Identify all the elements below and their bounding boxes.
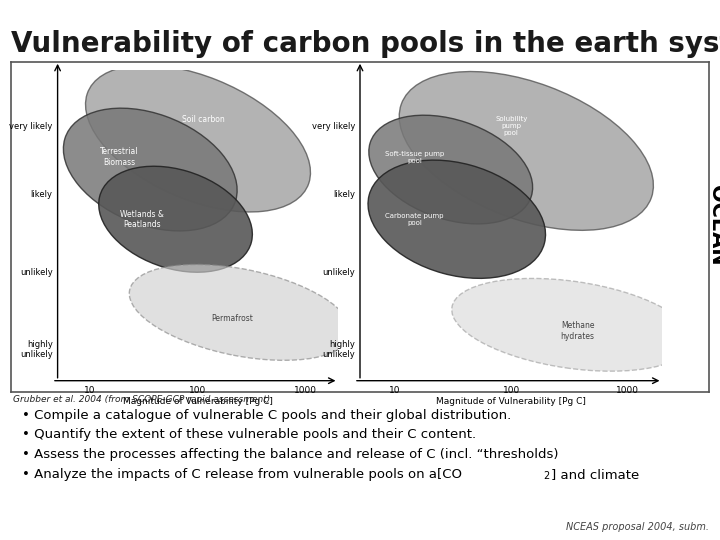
Ellipse shape xyxy=(399,71,654,231)
Ellipse shape xyxy=(130,265,351,360)
Text: Methane
hydrates: Methane hydrates xyxy=(561,321,595,341)
Ellipse shape xyxy=(86,65,310,212)
Text: 2: 2 xyxy=(544,471,550,481)
Text: LAND: LAND xyxy=(390,193,410,258)
X-axis label: Magnitude of Vulnerability [Pg C]: Magnitude of Vulnerability [Pg C] xyxy=(436,397,586,406)
Text: NCEAS proposal 2004, subm.: NCEAS proposal 2004, subm. xyxy=(566,522,709,532)
Text: • Analyze the impacts of C release from vulnerable pools on a[CO: • Analyze the impacts of C release from … xyxy=(22,468,462,481)
Text: Solubility
pump
pool: Solubility pump pool xyxy=(495,116,527,136)
Ellipse shape xyxy=(368,160,546,278)
Text: • Quantify the extent of these vulnerable pools and their C content.: • Quantify the extent of these vulnerabl… xyxy=(22,428,476,441)
Ellipse shape xyxy=(369,115,533,224)
Text: • Compile a catalogue of vulnerable C pools and their global distribution.: • Compile a catalogue of vulnerable C po… xyxy=(22,409,511,422)
Text: Wetlands &
Peatlands: Wetlands & Peatlands xyxy=(120,210,163,229)
Text: Permafrost: Permafrost xyxy=(211,314,253,323)
Text: Grubber et al. 2004 (from SCOPE-GCP rapid assessment): Grubber et al. 2004 (from SCOPE-GCP rapi… xyxy=(13,395,270,404)
X-axis label: Magnitude of Vulnerability [Pg C]: Magnitude of Vulnerability [Pg C] xyxy=(123,397,273,406)
Text: Vulnerability of carbon pools in the earth syst: Vulnerability of carbon pools in the ear… xyxy=(11,30,720,58)
Text: ] and climate: ] and climate xyxy=(551,468,639,481)
Text: • Assess the processes affecting the balance and release of C (incl. “thresholds: • Assess the processes affecting the bal… xyxy=(22,448,558,461)
Text: Soil carbon: Soil carbon xyxy=(182,116,225,124)
Ellipse shape xyxy=(63,108,237,231)
Text: Terrestrial
Biomass: Terrestrial Biomass xyxy=(100,147,139,167)
Ellipse shape xyxy=(99,166,253,272)
Text: OCEAN: OCEAN xyxy=(707,185,720,266)
Ellipse shape xyxy=(451,279,692,371)
Text: Soft-tissue pump
pool: Soft-tissue pump pool xyxy=(384,151,444,164)
Text: Carbonate pump
pool: Carbonate pump pool xyxy=(385,213,444,226)
